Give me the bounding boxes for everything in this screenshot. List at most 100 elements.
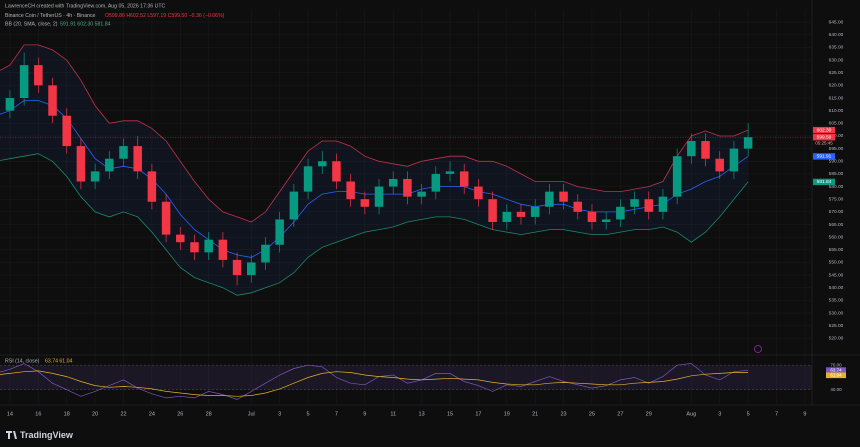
x-tick-label: 3 — [718, 411, 721, 417]
candle-body — [76, 146, 86, 182]
rsi-badge — [826, 367, 846, 373]
x-tick-label: 27 — [617, 411, 623, 417]
candle-body — [672, 156, 682, 197]
y-tick-label: 595.00 — [829, 146, 844, 152]
y-tick-label: 555.00 — [829, 247, 844, 253]
candle-body — [261, 244, 270, 263]
y-tick-label: 545.00 — [829, 272, 844, 278]
candle-body — [729, 148, 739, 172]
candle-body — [715, 158, 724, 172]
x-tick-label: 18 — [64, 411, 70, 417]
countdown: 05:25:45 — [815, 140, 833, 145]
x-tick-label: 16 — [35, 411, 41, 417]
candle-body — [474, 186, 483, 200]
candle-body — [161, 201, 171, 235]
rsi-badge-label: 61.04 — [830, 373, 842, 378]
ohlc: O599.86 H602.52 L597.19 C599.50 −0.36 (−… — [105, 13, 225, 19]
x-tick-label: 3 — [278, 411, 281, 417]
candle-body — [5, 98, 15, 111]
rsi-line — [0, 363, 749, 400]
x-tick-label: 7 — [335, 411, 338, 417]
candle-body — [743, 137, 753, 149]
x-tick-label: 21 — [532, 411, 538, 417]
y-tick-label: 580.00 — [829, 184, 844, 190]
y-tick-label: 605.00 — [829, 121, 844, 127]
candle-body — [232, 259, 242, 276]
y-tick-label: 530.00 — [829, 310, 844, 316]
candle-body — [601, 219, 611, 222]
y-tick-label: 575.00 — [829, 196, 844, 202]
candle-body — [687, 141, 696, 157]
candle-body — [403, 178, 412, 197]
x-tick-label: 5 — [307, 411, 310, 417]
candle-body — [90, 171, 100, 182]
candle-body — [105, 158, 114, 172]
rsi-title: RSI (14, close) — [5, 358, 40, 364]
candle-body — [431, 173, 441, 192]
y-tick-label: 560.00 — [829, 234, 844, 240]
candle-body — [530, 206, 540, 217]
candle-body — [147, 171, 157, 202]
candle-body — [190, 242, 199, 253]
candle-body — [204, 239, 213, 253]
candle-body — [445, 171, 455, 174]
price-badge-label: 602.30 — [817, 127, 832, 133]
candle-body — [275, 219, 284, 245]
price-badge — [813, 134, 835, 141]
y-tick-label: 610.00 — [829, 108, 844, 114]
y-tick-label: 600.00 — [829, 133, 844, 139]
candle-body — [374, 186, 384, 207]
candle-body — [516, 211, 526, 217]
candles — [0, 52, 812, 286]
x-tick-label: 22 — [120, 411, 126, 417]
candle-body — [488, 199, 497, 222]
y-tick-label: 525.00 — [829, 323, 844, 329]
x-tick-label: 7 — [775, 411, 778, 417]
candle-body — [644, 199, 654, 212]
x-tick-label: 28 — [206, 411, 212, 417]
candle-body — [388, 178, 398, 187]
price-badge — [813, 126, 835, 134]
y-tick-label: 645.00 — [829, 19, 844, 25]
x-tick-label: 25 — [589, 411, 595, 417]
labels: 520.00525.00530.00535.00540.00545.00550.… — [7, 19, 846, 417]
rsi-line — [0, 370, 749, 397]
candle-body — [459, 171, 469, 187]
candle-body — [701, 141, 710, 159]
x-tick-label: 29 — [646, 411, 652, 417]
candle-body — [34, 65, 43, 86]
candle-body — [133, 146, 142, 172]
candle-body — [616, 206, 625, 220]
band-line — [0, 153, 749, 296]
candle-body — [247, 262, 256, 276]
x-tick-label: Aug — [686, 411, 696, 417]
candle-body — [62, 115, 71, 147]
y-tick-label: 550.00 — [829, 260, 844, 266]
rsi-badge — [826, 372, 846, 379]
band-fill — [0, 44, 749, 296]
x-tick-label: 17 — [475, 411, 481, 417]
x-tick-label: 5 — [747, 411, 750, 417]
candle-body — [360, 199, 370, 207]
bollinger-bands — [0, 44, 749, 296]
indicator-label: BB (20, SMA, close, 2) — [5, 21, 58, 27]
y-tick-label: 565.00 — [829, 222, 844, 228]
x-tick-label: 20 — [92, 411, 98, 417]
y-tick-label: 620.00 — [829, 83, 844, 89]
symbol: Binance Coin / TetherUS · 4h · Binance — [5, 13, 96, 19]
y-tick-label: 590.00 — [829, 159, 844, 165]
alert-icon[interactable] — [754, 345, 762, 353]
price-badge-label: 591.91 — [817, 154, 832, 160]
y-tick-label: 535.00 — [829, 298, 844, 304]
brand: TradingView — [20, 430, 74, 440]
y-tick-label: 615.00 — [829, 95, 844, 101]
rsi-pane — [0, 363, 812, 400]
y-tick-label: 635.00 — [829, 45, 844, 51]
y-tick-label: 640.00 — [829, 32, 844, 38]
price-badge — [813, 178, 835, 186]
rsi-band — [0, 365, 812, 390]
candle-body — [545, 191, 554, 207]
candle-body — [417, 191, 426, 197]
x-tick-label: 9 — [363, 411, 366, 417]
candle-body — [303, 166, 313, 192]
